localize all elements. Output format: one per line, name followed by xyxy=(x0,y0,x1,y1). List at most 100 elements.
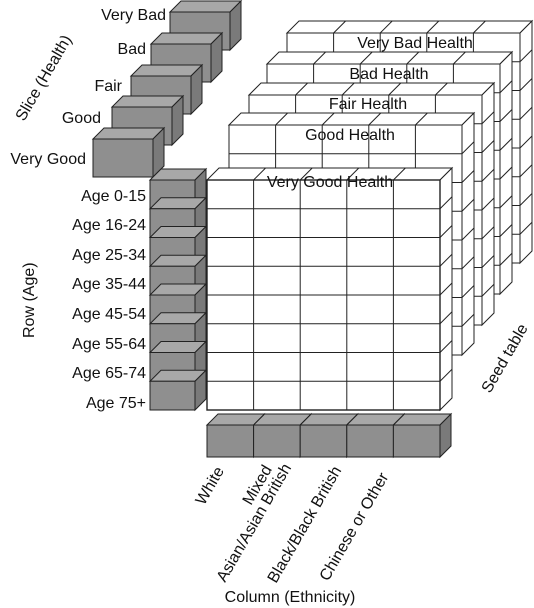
grid-line-top xyxy=(295,82,308,96)
grid-line-top xyxy=(453,51,466,65)
grid-line-top xyxy=(415,112,428,126)
grid-line-top xyxy=(299,167,313,181)
slice-layer-top xyxy=(265,51,514,65)
grid-line-top xyxy=(406,51,420,65)
row-labels: Age 0-15 Age 16-24 Age 25-34 Age 35-44 A… xyxy=(72,188,146,412)
grid-line-side xyxy=(519,106,533,120)
slice-labels: Very Bad Bad Fair Good Very Good xyxy=(10,7,166,168)
grid-line-side xyxy=(499,109,513,122)
grid-line-top xyxy=(346,167,360,181)
grid-line-top xyxy=(341,82,355,96)
slice-label-good: Good xyxy=(62,110,101,127)
column-block-3-face xyxy=(346,424,394,458)
row-margin-blocks xyxy=(148,167,208,412)
grid-line-side xyxy=(499,137,513,151)
grid-line-side xyxy=(439,340,453,353)
grid-line-side xyxy=(461,227,475,241)
slice-block-4-top xyxy=(91,127,166,140)
slice-title-bad: Bad Health xyxy=(349,66,428,83)
row-label-0: Age 0-15 xyxy=(81,188,146,205)
column-block-0-face xyxy=(206,424,255,458)
row-label-1: Age 16-24 xyxy=(72,217,146,234)
grid-line-side xyxy=(439,282,453,296)
slice-label-bad: Bad xyxy=(118,41,146,58)
grid-line-side xyxy=(519,164,533,178)
grid-line-side xyxy=(481,226,495,240)
grid-line-side xyxy=(481,111,495,125)
slice-block-3 xyxy=(110,94,185,147)
slice-title-very-good: Very Good Health xyxy=(267,174,393,191)
column-block-4 xyxy=(392,412,453,459)
grid-line-side xyxy=(461,256,475,270)
grid-line-top xyxy=(388,82,402,96)
grid-line-top xyxy=(275,112,288,126)
grid-line-side xyxy=(461,170,475,183)
column-label-0: White xyxy=(193,464,228,508)
grid-line-top xyxy=(435,82,448,96)
grid-line-side xyxy=(461,141,475,155)
grid-line-side xyxy=(519,78,533,91)
grid-line-side xyxy=(439,311,453,325)
slice-label-very-good: Very Good xyxy=(10,151,86,168)
grid-line-top xyxy=(473,20,486,34)
slice-block-4 xyxy=(91,126,166,179)
grid-line-side xyxy=(519,193,533,206)
slice-layer-top xyxy=(227,112,476,126)
slice-block-4-face xyxy=(92,138,154,178)
column-labels: White Mixed Asian/Asian British Black/Bl… xyxy=(193,461,393,586)
grid-line-side xyxy=(499,166,513,180)
slice-title-fair: Fair Health xyxy=(329,96,407,113)
slice-label-fair: Fair xyxy=(94,78,122,95)
slice-layer-top xyxy=(247,82,496,96)
grid-line-top xyxy=(333,20,346,34)
grid-line-side xyxy=(519,49,533,63)
row-block-7 xyxy=(148,369,208,412)
column-margin-blocks xyxy=(205,412,453,459)
row-label-5: Age 55-64 xyxy=(72,336,146,353)
grid-line-side xyxy=(519,135,533,149)
grid-line-side xyxy=(461,313,475,327)
grid-line-top xyxy=(359,51,373,65)
seed-table-label: Seed table xyxy=(479,321,532,396)
grid-line-side xyxy=(439,196,453,210)
slice-title-good: Good Health xyxy=(305,127,395,144)
grid-line-top xyxy=(379,20,393,34)
grid-line-top xyxy=(393,167,406,181)
grid-line-top xyxy=(426,20,440,34)
grid-line-side xyxy=(461,198,475,212)
column-block-2-face xyxy=(299,424,348,458)
column-axis-title: Column (Ethnicity) xyxy=(225,589,356,606)
slice-titles: Very Bad Health Bad Health Fair Health G… xyxy=(267,35,473,191)
row-label-6: Age 65-74 xyxy=(72,365,146,382)
grid-line-side xyxy=(481,197,495,211)
grid-line-side xyxy=(481,283,495,297)
slice-block-2-top xyxy=(129,64,204,77)
grid-line-side xyxy=(481,255,495,268)
slice-block-3-top xyxy=(110,95,185,108)
row-label-2: Age 25-34 xyxy=(72,247,146,264)
slice-block-1-top xyxy=(149,32,224,45)
grid-line-side xyxy=(499,224,513,237)
slice-layers xyxy=(205,19,534,412)
grid-line-side xyxy=(499,80,513,94)
column-block-4-face xyxy=(392,424,441,458)
grid-line-side xyxy=(519,221,533,235)
slice-label-very-bad: Very Bad xyxy=(101,7,166,24)
grid-line-side xyxy=(439,368,453,382)
row-block-7-face xyxy=(149,380,196,411)
row-label-4: Age 45-54 xyxy=(72,306,146,323)
column-block-1-face xyxy=(253,424,301,458)
grid-line-side xyxy=(439,253,453,267)
slice-layer-top xyxy=(285,20,534,34)
grid-line-side xyxy=(461,285,475,298)
grid-line-side xyxy=(499,195,513,209)
grid-line-top xyxy=(368,112,382,126)
slice-margin-blocks xyxy=(91,0,243,179)
grid-line-top xyxy=(313,51,326,65)
grid-line-side xyxy=(439,225,453,238)
grid-line-side xyxy=(481,140,495,153)
grid-line-top xyxy=(253,167,266,181)
slice-layer-4 xyxy=(205,166,454,412)
grid-line-side xyxy=(499,252,513,266)
